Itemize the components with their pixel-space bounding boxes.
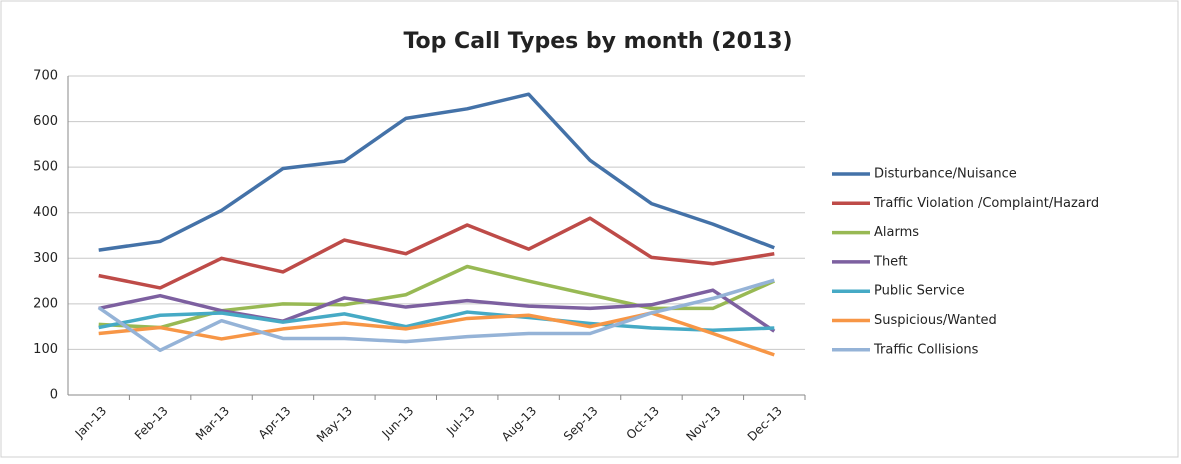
series-line	[98, 216, 775, 290]
y-tick-label: 700	[33, 69, 58, 84]
y-tick-label: 300	[33, 251, 58, 266]
series-line	[98, 311, 775, 357]
series-line	[98, 92, 775, 252]
y-tick-label: 400	[33, 205, 58, 220]
series-line	[98, 310, 775, 333]
legend-label: Traffic Violation /Complaint/Hazard	[873, 196, 1099, 211]
legend-label: Traffic Collisions	[873, 342, 979, 357]
y-tick-label: 200	[33, 296, 58, 311]
chart-title: Top Call Types by month (2013)	[403, 29, 792, 54]
legend-label: Disturbance/Nuisance	[874, 167, 1017, 182]
legend-label: Alarms	[874, 225, 919, 240]
series-line	[98, 288, 776, 333]
legend-label: Public Service	[874, 284, 965, 299]
legend-label: Suspicious/Wanted	[874, 313, 997, 328]
y-tick-label: 500	[33, 160, 58, 175]
y-tick-label: 0	[50, 388, 58, 403]
y-tick-label: 100	[33, 342, 58, 357]
series-line	[97, 278, 775, 353]
y-tick-label: 600	[33, 114, 58, 129]
legend-label: Theft	[873, 254, 908, 269]
